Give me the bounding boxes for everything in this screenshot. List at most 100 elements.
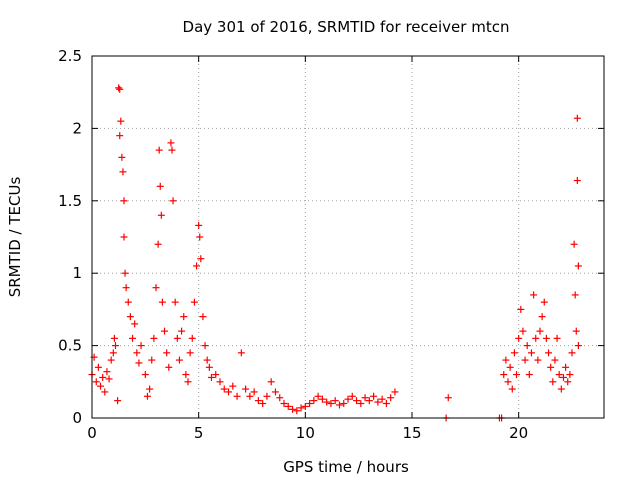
- data-point: [141, 371, 149, 379]
- data-point: [165, 363, 173, 371]
- data-point: [110, 334, 118, 342]
- data-point: [374, 398, 382, 406]
- data-point: [574, 262, 582, 270]
- data-point: [508, 385, 516, 393]
- data-point: [536, 327, 544, 335]
- data-point: [242, 385, 250, 393]
- data-point: [571, 291, 579, 299]
- data-point: [323, 398, 331, 406]
- data-point: [530, 291, 538, 299]
- data-point: [519, 327, 527, 335]
- data-point: [161, 327, 169, 335]
- data-point: [168, 146, 176, 154]
- data-point: [310, 397, 318, 405]
- data-point: [357, 400, 365, 408]
- x-tick-label: 5: [194, 424, 204, 442]
- data-point: [131, 320, 139, 328]
- data-point: [105, 375, 113, 383]
- y-tick-label: 2.5: [58, 47, 82, 65]
- data-point: [521, 356, 529, 364]
- data-point: [126, 313, 134, 321]
- data-point: [515, 334, 523, 342]
- data-point: [573, 177, 581, 185]
- data-point: [504, 378, 512, 386]
- x-axis-label: GPS time / hours: [283, 458, 409, 476]
- data-point: [148, 356, 156, 364]
- data-point: [318, 395, 326, 403]
- data-point: [229, 382, 237, 390]
- data-point: [120, 233, 128, 241]
- data-point: [122, 284, 130, 292]
- data-point: [101, 388, 109, 396]
- data-point: [207, 373, 215, 381]
- data-point: [133, 349, 141, 357]
- x-tick-label: 10: [296, 424, 315, 442]
- data-point: [500, 371, 508, 379]
- data-point: [306, 400, 314, 408]
- data-point: [551, 356, 559, 364]
- data-point: [573, 114, 581, 122]
- data-point: [129, 334, 137, 342]
- data-point: [188, 334, 196, 342]
- data-point: [193, 262, 201, 270]
- data-point: [109, 349, 117, 357]
- data-point: [143, 392, 151, 400]
- data-point: [250, 388, 258, 396]
- data-point: [378, 395, 386, 403]
- data-point: [502, 356, 510, 364]
- data-point: [199, 313, 207, 321]
- data-point: [182, 371, 190, 379]
- data-point: [510, 349, 518, 357]
- data-point: [513, 371, 521, 379]
- data-point: [173, 334, 181, 342]
- y-tick-label: 0.5: [58, 337, 82, 355]
- data-point: [117, 117, 125, 125]
- data-point: [276, 394, 284, 402]
- data-point: [167, 139, 175, 147]
- data-point: [348, 392, 356, 400]
- data-point: [154, 240, 162, 248]
- data-point: [94, 363, 102, 371]
- data-point: [119, 168, 127, 176]
- data-point: [331, 397, 339, 405]
- data-point: [175, 356, 183, 364]
- data-point: [190, 298, 198, 306]
- data-point: [197, 255, 205, 263]
- tick-labels: 0 5 10 15 20 0 0.5 1 1.5 2 2.5: [58, 47, 528, 442]
- data-point: [114, 397, 122, 405]
- data-point: [184, 378, 192, 386]
- data-point: [216, 378, 224, 386]
- data-point: [280, 400, 288, 408]
- data-point: [553, 334, 561, 342]
- data-point: [111, 342, 119, 350]
- data-point: [121, 269, 129, 277]
- data-point: [534, 356, 542, 364]
- data-point: [225, 388, 233, 396]
- data-point: [116, 132, 124, 140]
- data-point: [186, 349, 194, 357]
- data-point: [542, 334, 550, 342]
- data-point: [444, 394, 452, 402]
- data-point: [124, 298, 132, 306]
- data-point: [327, 400, 335, 408]
- data-point: [118, 153, 126, 161]
- data-point: [169, 197, 177, 205]
- data-point: [545, 349, 553, 357]
- grid: [92, 56, 604, 418]
- data-point: [301, 402, 309, 410]
- data-point: [212, 371, 220, 379]
- data-point: [564, 378, 572, 386]
- data-point: [335, 401, 343, 409]
- data-point: [158, 298, 166, 306]
- data-point: [391, 388, 399, 396]
- data-point: [562, 363, 570, 371]
- data-point: [506, 363, 514, 371]
- data-point: [115, 84, 123, 92]
- data-point: [353, 397, 361, 405]
- data-point: [135, 359, 143, 367]
- data-point: [146, 385, 154, 393]
- data-point: [549, 378, 557, 386]
- axis-ticks: [91, 55, 604, 419]
- data-point: [103, 368, 111, 376]
- data-point: [284, 402, 292, 410]
